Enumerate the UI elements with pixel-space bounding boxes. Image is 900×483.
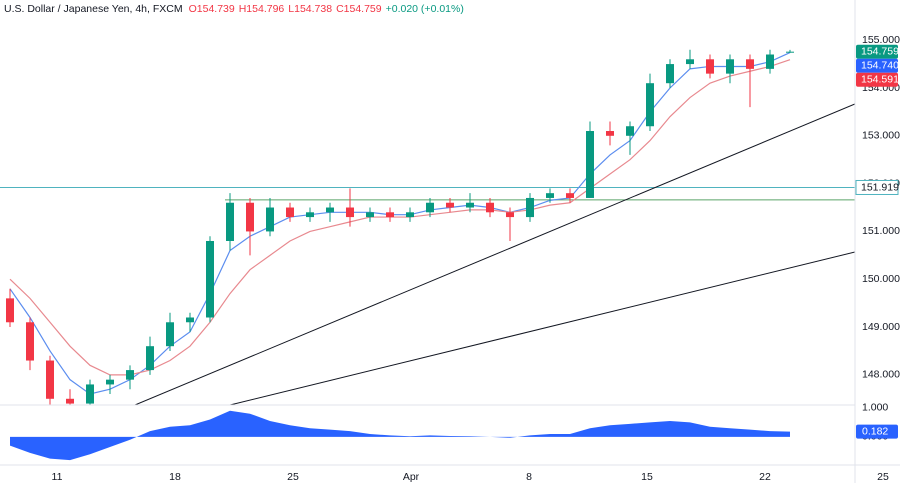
candle-body	[786, 51, 794, 53]
x-tick-label: 11	[52, 471, 63, 483]
line-tag-label: 151.919	[861, 181, 899, 193]
candle-body	[6, 298, 14, 323]
candle-body	[166, 322, 174, 347]
candle-body	[566, 193, 574, 198]
ohlc-value: C154.759	[336, 3, 382, 15]
candle-body	[206, 240, 214, 318]
candle-body	[526, 197, 534, 218]
oscillator-area	[10, 410, 790, 461]
price-pane	[0, 49, 855, 405]
candle-body	[646, 83, 654, 127]
osc-value-tag	[856, 424, 898, 439]
candle-body	[706, 59, 714, 74]
x-tick-label: 8	[526, 471, 532, 483]
change-value: +0.020 (+0.01%)	[386, 3, 464, 15]
candle-body	[766, 54, 774, 69]
candle-body	[366, 212, 374, 218]
price-tag-label: 154.740	[861, 59, 899, 71]
candle-body	[226, 202, 234, 241]
candle-body	[406, 212, 414, 218]
y-tick-label: 150.000	[862, 273, 900, 285]
x-tick-label: Apr	[403, 471, 420, 483]
candle-body	[306, 212, 314, 218]
x-tick-label: 25	[287, 471, 299, 483]
line-tag	[855, 179, 899, 195]
candle-body	[446, 202, 454, 208]
candle-body	[506, 212, 514, 218]
price-tag	[856, 58, 898, 73]
moving-average	[9, 59, 791, 376]
y-tick-label: 153.000	[862, 130, 900, 142]
candle-body	[46, 360, 54, 399]
y-tick-label: 148.000	[862, 369, 900, 381]
trend-line	[134, 103, 855, 405]
candle-body	[26, 322, 34, 361]
price-tag	[856, 72, 898, 87]
candle-body	[86, 384, 94, 404]
y-tick-label: 149.000	[862, 321, 900, 333]
candle-body	[726, 59, 734, 74]
osc-tick-label: 1.000	[862, 402, 888, 414]
candle-body	[326, 207, 334, 213]
candle-body	[266, 207, 274, 232]
trend-line	[229, 251, 855, 405]
x-tick-label: 22	[759, 471, 771, 483]
ohlc-value: H154.796	[239, 3, 285, 15]
candle-body	[146, 346, 154, 371]
ohlc-value: L154.738	[288, 3, 332, 15]
candle-body	[106, 379, 114, 385]
candle-body	[486, 202, 494, 213]
candle-body	[346, 207, 354, 218]
candle-body	[586, 131, 594, 198]
candle-body	[606, 131, 614, 136]
oscillator-pane	[10, 410, 790, 461]
candle-body	[386, 212, 394, 218]
price-tag-label: 154.759	[861, 45, 899, 57]
candle-body	[746, 59, 754, 69]
candle-body	[186, 317, 194, 323]
candle-body	[666, 64, 674, 84]
x-tick-label: 25	[877, 471, 889, 483]
candle-body	[126, 370, 134, 380]
x-tick-label: 18	[169, 471, 181, 483]
osc-value-label: 0.182	[862, 425, 888, 437]
chart-title: U.S. Dollar / Japanese Yen, 4h, FXCM O154…	[4, 3, 464, 15]
y-tick-label: 151.000	[862, 225, 900, 237]
candle-body	[626, 126, 634, 136]
candle-body	[66, 398, 74, 404]
candle-body	[546, 193, 554, 198]
axis-layer: 148.000149.000150.000151.000152.000153.0…	[52, 34, 900, 483]
candle-body	[246, 202, 254, 232]
y-tick-label: 155.000	[862, 34, 900, 46]
candle-body	[286, 207, 294, 218]
moving-average	[9, 52, 791, 395]
candle-body	[466, 202, 474, 208]
candle-body	[686, 59, 694, 65]
title-text: U.S. Dollar / Japanese Yen, 4h, FXCM	[4, 3, 183, 15]
price-tag-label: 154.591	[861, 73, 899, 85]
price-tag	[856, 44, 898, 59]
ohlc-value: O154.739	[189, 3, 235, 15]
candle-body	[426, 202, 434, 213]
x-tick-label: 15	[641, 471, 653, 483]
